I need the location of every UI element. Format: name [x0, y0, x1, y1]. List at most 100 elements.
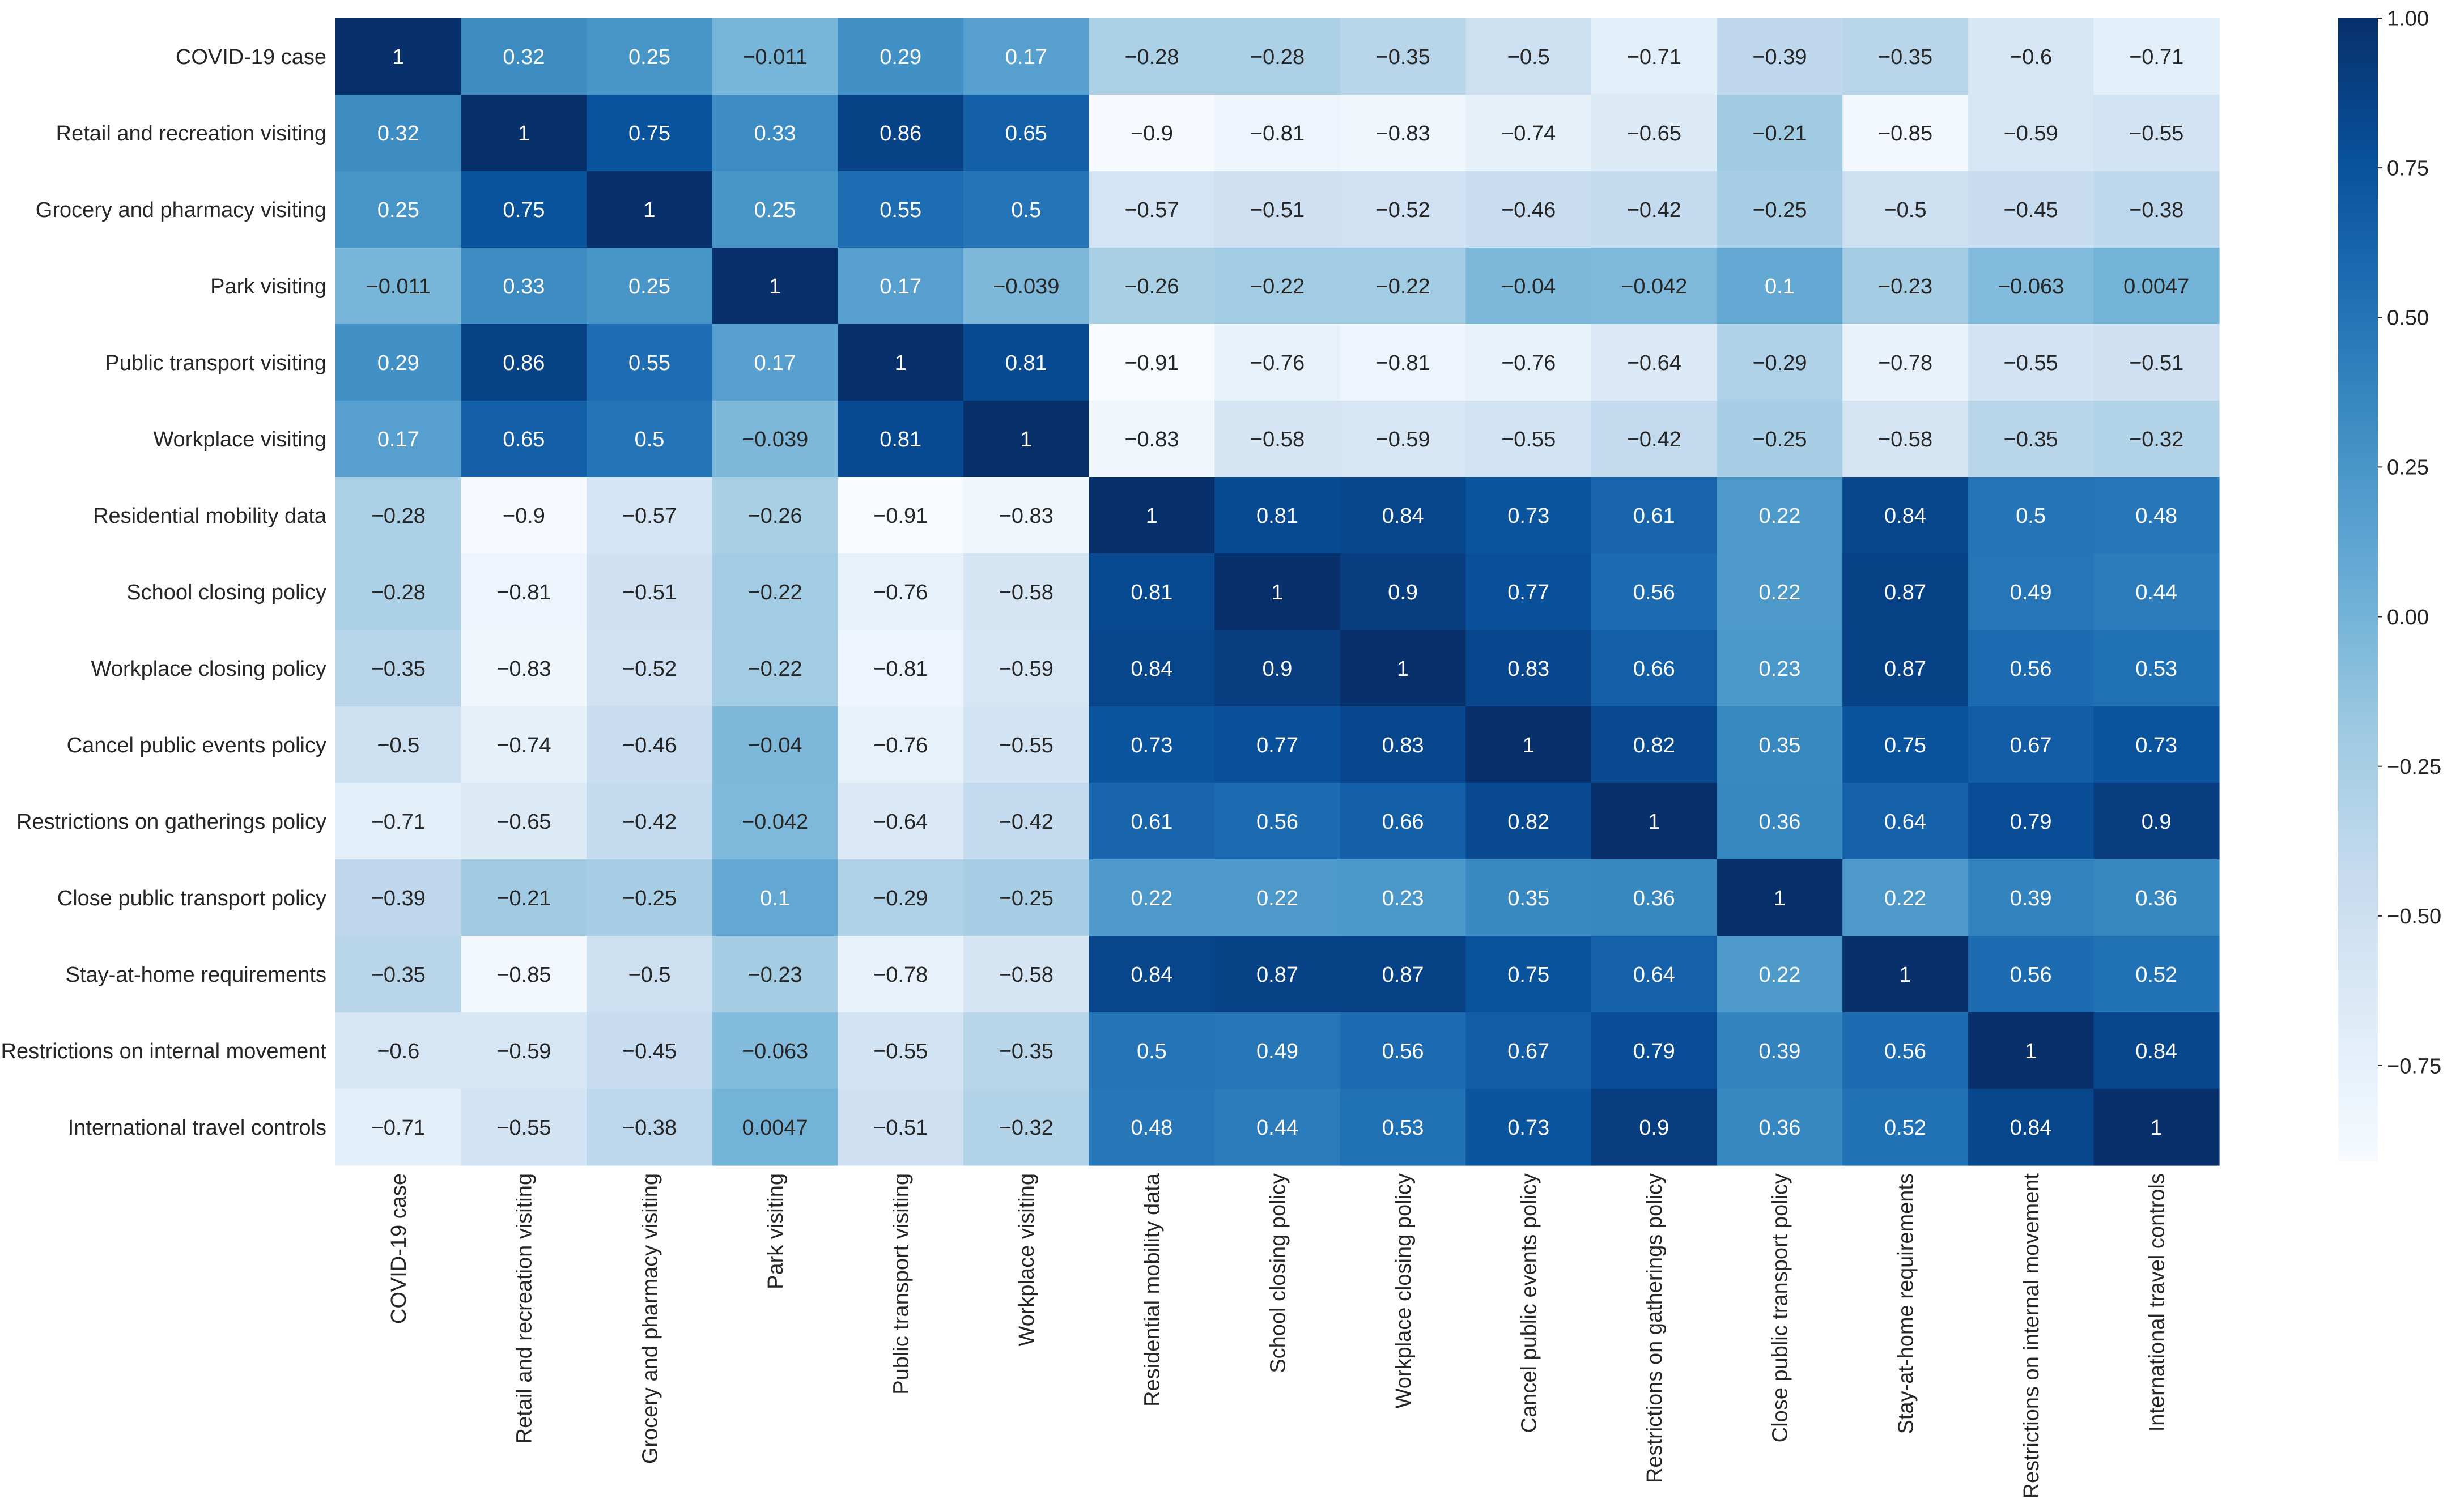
cell-value-label: 0.75: [1507, 963, 1549, 987]
cell-value-label: −0.59: [496, 1040, 551, 1063]
cell-value-label: −0.59: [2004, 122, 2058, 146]
heatmap-cell: [963, 1089, 1090, 1166]
heatmap-cell: [1214, 248, 1341, 325]
cell-value-label: −0.74: [1501, 122, 1556, 146]
row-labels: COVID-19 case Retail and recreation visit…: [1, 45, 327, 1140]
heatmap-cell: [1717, 630, 1843, 707]
heatmap-cell: [1591, 859, 1718, 936]
heatmap-cell: [1717, 95, 1843, 172]
heatmap-cell: [1340, 783, 1466, 860]
row-tick-label: Residential mobility data: [93, 504, 327, 528]
heatmap-cell: [2093, 171, 2220, 248]
column-tick-label: Workplace visiting: [1015, 1173, 1039, 1347]
row-tick-label: COVID-19 case: [176, 45, 326, 69]
cell-value-label: 0.32: [503, 45, 545, 69]
heatmap-cell: [1717, 553, 1843, 631]
cell-value-label: −0.76: [1250, 351, 1305, 375]
cell-value-label: 0.56: [2010, 657, 2052, 681]
heatmap-cell: [712, 401, 838, 478]
cell-value-label: 0.84: [2010, 1116, 2052, 1140]
heatmap-cell: [461, 248, 587, 325]
cell-value-label: −0.35: [371, 963, 426, 987]
colorbar-tick-label: 0.25: [2387, 456, 2429, 480]
cell-value-label: 0.66: [1633, 657, 1675, 681]
cell-value-label: 0.66: [1382, 810, 1424, 834]
heatmap-cell: [1591, 18, 1718, 95]
heatmap-cell: [963, 248, 1090, 325]
cell-value-label: 0.0047: [742, 1116, 808, 1140]
heatmap-cell: [963, 95, 1090, 172]
cell-value-label: −0.55: [873, 1040, 928, 1063]
cell-value-label: −0.5: [1507, 45, 1550, 69]
heatmap-cell: [461, 1089, 587, 1166]
cell-value-label: −0.23: [748, 963, 802, 987]
row-tick-label: Restrictions on internal movement: [1, 1040, 327, 1063]
heatmap-cell: [1465, 859, 1592, 936]
heatmap-cell: [712, 936, 838, 1013]
cell-value-label: 0.64: [1884, 810, 1926, 834]
cell-value-label: 0.39: [1758, 1040, 1800, 1063]
cell-value-label: −0.063: [1998, 275, 2064, 299]
cell-value-label: −0.42: [1627, 198, 1681, 222]
heatmap-cell: [461, 18, 587, 95]
row-tick-label: Close public transport policy: [57, 887, 326, 910]
heatmap-cell: [2093, 936, 2220, 1013]
cell-value-label: 0.75: [628, 122, 670, 146]
row-tick-label: School closing policy: [126, 581, 326, 604]
heatmap-cell: [1214, 324, 1341, 401]
cell-value-label: −0.6: [377, 1040, 419, 1063]
cell-value-label: 0.22: [1256, 887, 1298, 910]
cell-value-label: −0.59: [999, 657, 1053, 681]
heatmap-cell: [1968, 783, 2094, 860]
cell-value-label: 0.44: [1256, 1116, 1298, 1140]
heatmap-cell: [461, 706, 587, 783]
heatmap-cell: [838, 553, 964, 631]
heatmap-cell: [335, 248, 462, 325]
row-tick-label: Park visiting: [210, 275, 326, 299]
cell-value-label: 1: [895, 351, 907, 375]
heatmap-cell: [587, 706, 713, 783]
cell-value-label: −0.81: [873, 657, 928, 681]
heatmap-cell: [963, 783, 1090, 860]
column-tick-label: Restrictions on gatherings policy: [1643, 1173, 1667, 1483]
cell-value-label: 0.55: [628, 351, 670, 375]
cell-value-label: 0.55: [880, 198, 921, 222]
heatmap-cell: [335, 1089, 462, 1166]
cell-value-label: −0.04: [748, 734, 802, 757]
column-tick-label: School closing policy: [1266, 1173, 1290, 1373]
heatmap-cell: [1214, 783, 1341, 860]
cell-value-label: −0.76: [873, 581, 928, 604]
heatmap-cell: [1717, 18, 1843, 95]
heatmap-cell: [335, 783, 462, 860]
heatmap-cell: [2093, 248, 2220, 325]
heatmap-cell: [335, 401, 462, 478]
heatmap-cell: [2093, 324, 2220, 401]
cell-value-label: 0.73: [2135, 734, 2177, 757]
heatmap-cell: [1465, 477, 1592, 554]
heatmap-cell: [1214, 553, 1341, 631]
cell-value-label: −0.5: [1884, 198, 1926, 222]
row-tick-label: Public transport visiting: [105, 351, 326, 375]
heatmap-cell: [1842, 1089, 1969, 1166]
heatmap-cell: [963, 859, 1090, 936]
cell-value-label: −0.83: [496, 657, 551, 681]
cell-value-label: 0.17: [754, 351, 796, 375]
colorbar: 1.00 0.75 0.50 0.25 0.00 −0.25 −0.50 −0.75: [2338, 7, 2441, 1161]
colorbar-tick-label: 0.75: [2387, 156, 2429, 180]
heatmap-cell: [712, 18, 838, 95]
heatmap-cell: [1842, 95, 1969, 172]
cell-value-label: −0.46: [622, 734, 677, 757]
cell-value-label: −0.45: [2004, 198, 2058, 222]
cell-value-label: −0.22: [748, 581, 802, 604]
column-tick-label: Residential mobility data: [1141, 1173, 1165, 1407]
cell-value-label: −0.28: [371, 504, 426, 528]
cell-value-label: 0.33: [754, 122, 796, 146]
cell-value-label: 0.84: [1884, 504, 1926, 528]
heatmap-cell: [461, 553, 587, 631]
cell-value-label: −0.9: [503, 504, 545, 528]
cell-value-label: −0.81: [1376, 351, 1430, 375]
cell-value-label: −0.22: [1250, 275, 1305, 299]
cell-value-label: −0.25: [999, 887, 1053, 910]
cell-value-label: 0.67: [2010, 734, 2052, 757]
cell-value-label: −0.65: [496, 810, 551, 834]
